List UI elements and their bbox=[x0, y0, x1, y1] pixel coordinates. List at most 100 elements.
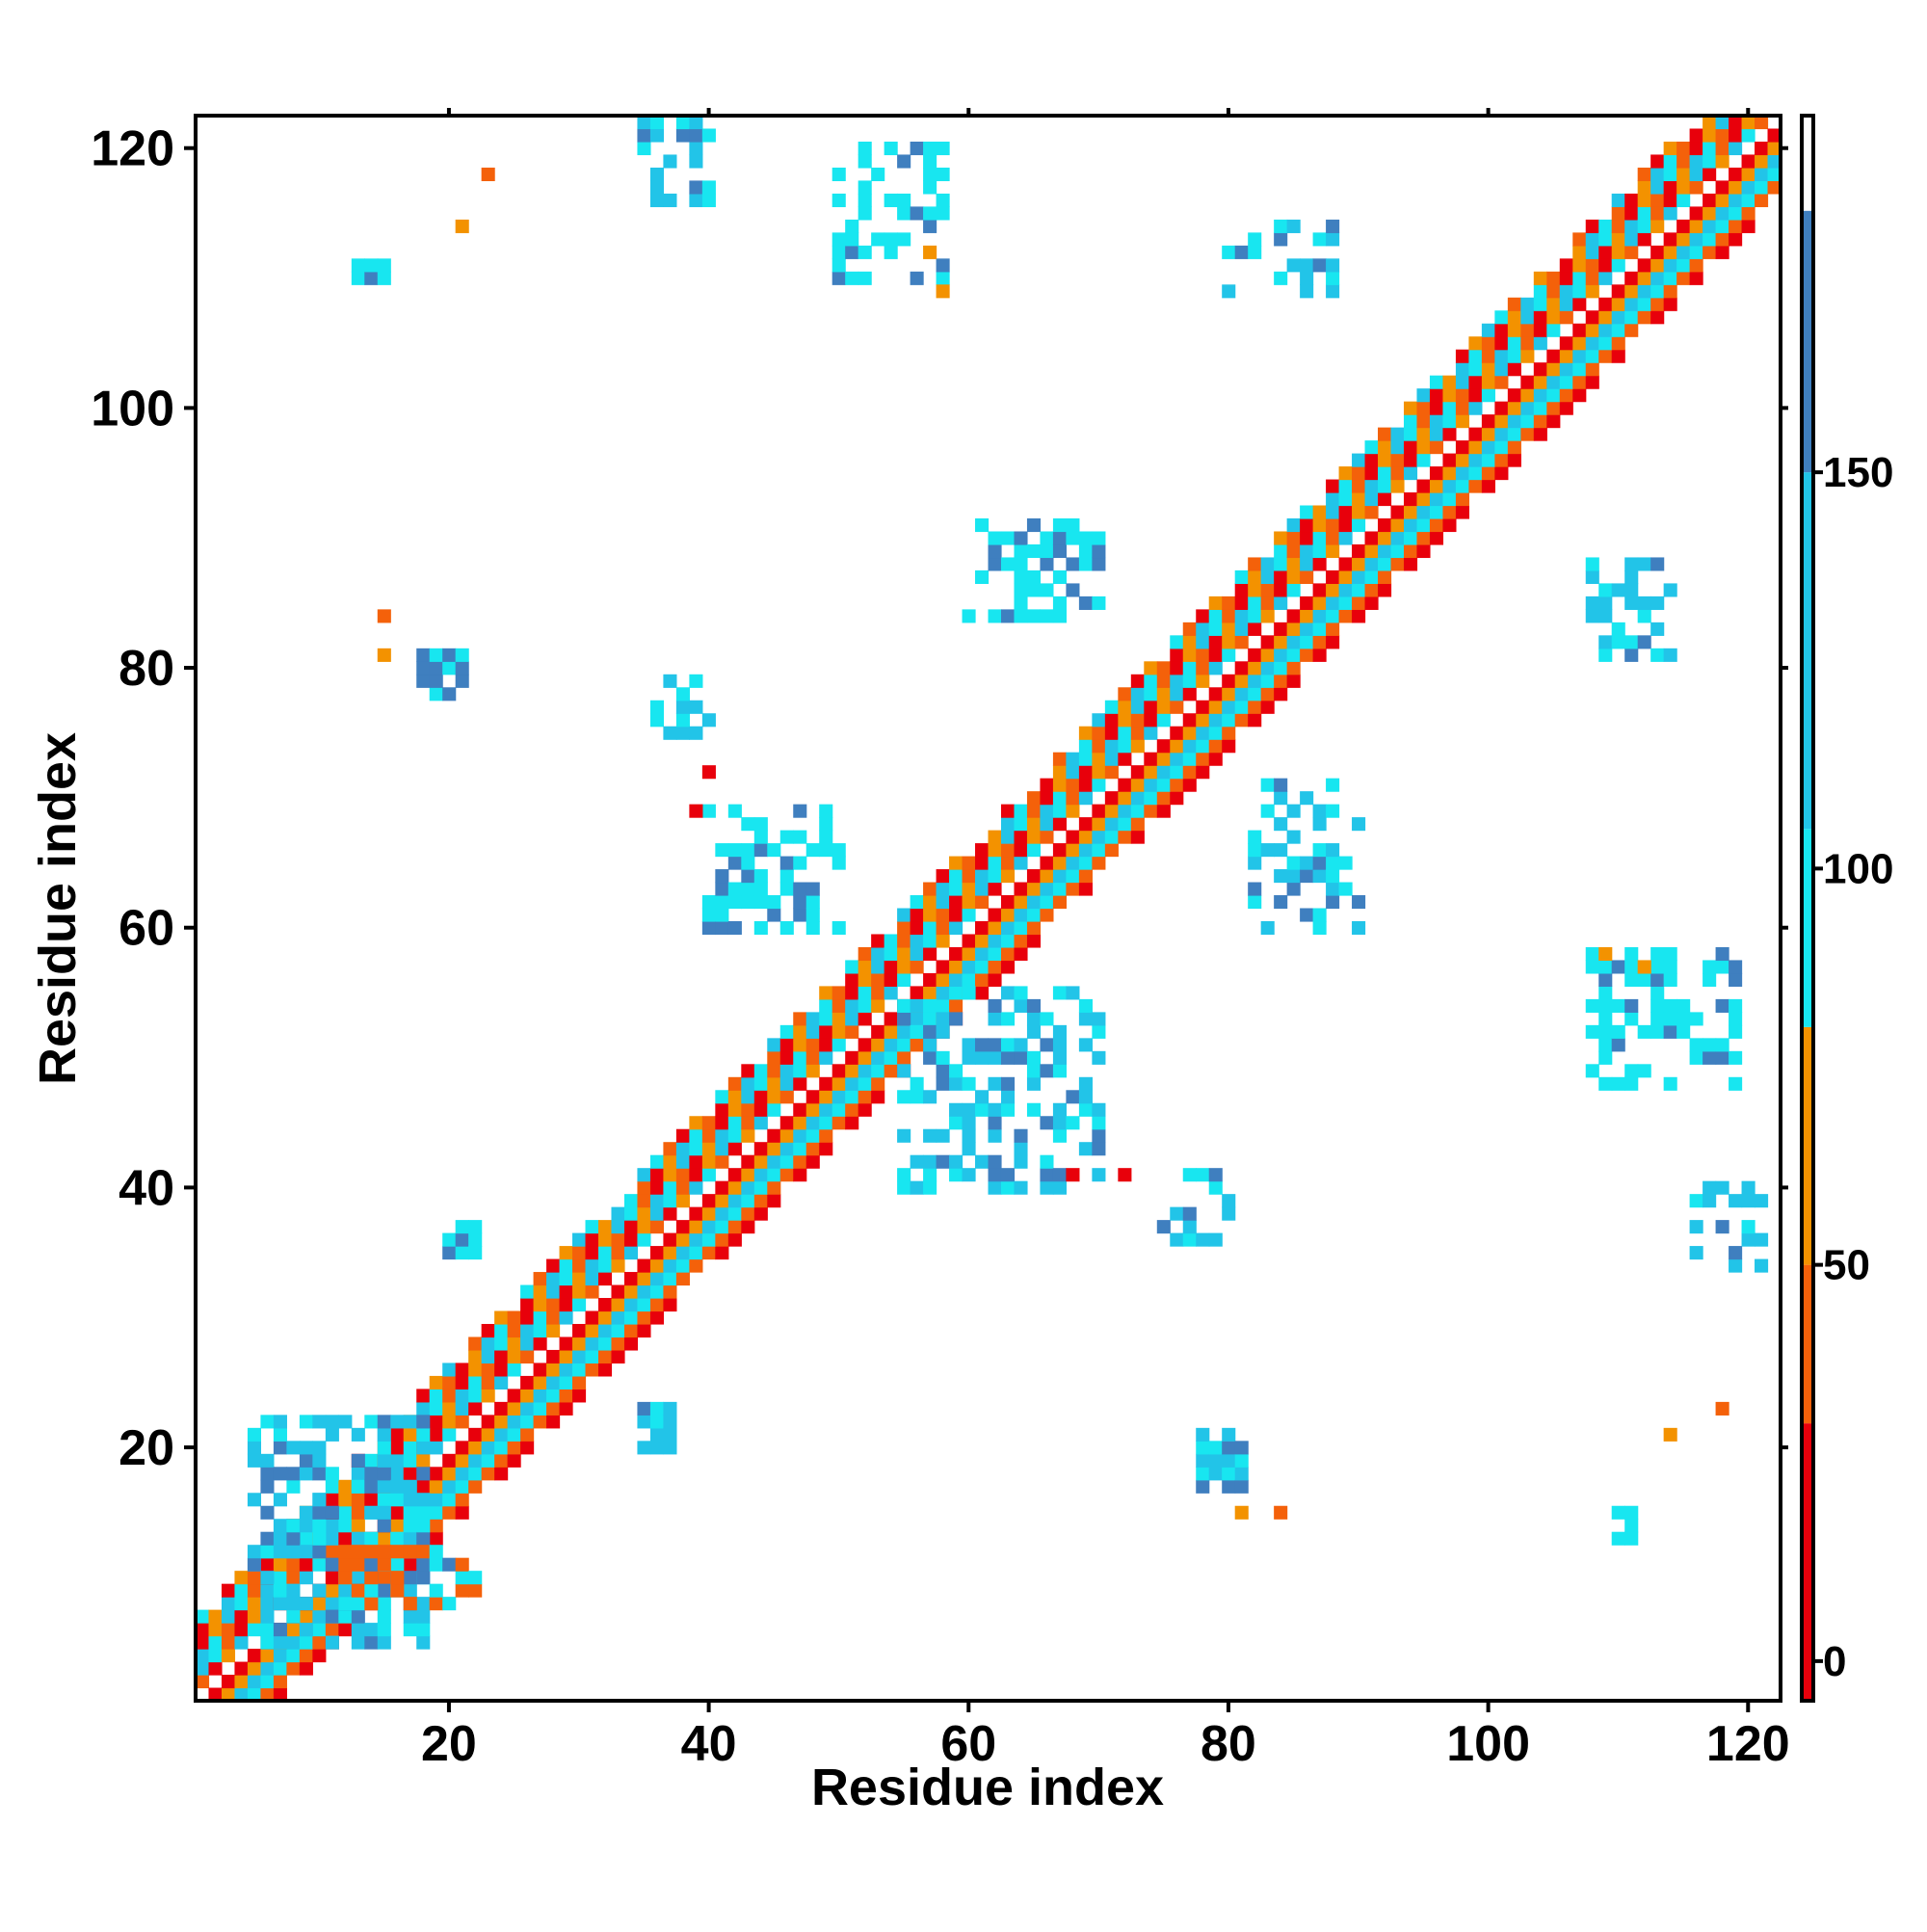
heatmap-cell bbox=[1312, 622, 1327, 636]
heatmap-cell bbox=[779, 920, 794, 936]
heatmap-cell bbox=[1637, 609, 1651, 623]
heatmap-cell bbox=[1585, 245, 1599, 259]
heatmap-cell bbox=[325, 1557, 339, 1572]
heatmap-cell bbox=[1182, 1232, 1197, 1247]
heatmap-cell bbox=[1326, 804, 1340, 818]
heatmap-cell bbox=[196, 1609, 210, 1624]
heatmap-cell bbox=[377, 1505, 391, 1520]
heatmap-cell bbox=[559, 1389, 573, 1403]
heatmap-cell bbox=[741, 1090, 755, 1104]
heatmap-cell bbox=[1014, 920, 1028, 936]
heatmap-cell bbox=[1248, 713, 1262, 728]
heatmap-cell bbox=[689, 1142, 703, 1156]
heatmap-cell bbox=[1014, 1038, 1028, 1052]
heatmap-cell bbox=[494, 1363, 509, 1377]
heatmap-cell bbox=[962, 972, 976, 987]
heatmap-cell bbox=[1222, 1206, 1236, 1221]
heatmap-cell bbox=[1286, 517, 1301, 533]
colorbar-band bbox=[1802, 1264, 1813, 1424]
heatmap-cell bbox=[286, 1635, 301, 1650]
heatmap-cell bbox=[351, 1467, 365, 1481]
heatmap-cell bbox=[923, 882, 937, 896]
heatmap-cell bbox=[520, 1323, 535, 1338]
heatmap-cell bbox=[390, 1583, 405, 1598]
heatmap-cell bbox=[1507, 414, 1521, 429]
heatmap-cell bbox=[819, 1142, 833, 1156]
heatmap-cell bbox=[403, 1583, 417, 1598]
heatmap-cell bbox=[910, 895, 924, 910]
heatmap-cell bbox=[1052, 882, 1067, 896]
colorbar-tick-label: 150 bbox=[1823, 449, 1893, 496]
heatmap-cell bbox=[871, 986, 885, 1000]
heatmap-cell bbox=[1274, 569, 1288, 585]
heatmap-cell bbox=[1170, 687, 1184, 701]
heatmap-cell bbox=[675, 1194, 690, 1208]
heatmap-cell bbox=[1274, 531, 1288, 545]
heatmap-cell bbox=[1729, 1194, 1743, 1208]
heatmap-cell bbox=[1026, 920, 1042, 936]
heatmap-cell bbox=[1170, 661, 1184, 675]
heatmap-cell bbox=[1026, 583, 1042, 597]
heatmap-cell bbox=[1611, 635, 1625, 649]
heatmap-cell bbox=[1248, 843, 1262, 858]
heatmap-cell bbox=[1663, 1012, 1677, 1026]
heatmap-cell bbox=[1026, 934, 1042, 948]
heatmap-cell bbox=[1650, 219, 1665, 233]
heatmap-cell bbox=[1676, 167, 1691, 182]
heatmap-cell bbox=[832, 1102, 846, 1117]
heatmap-cell bbox=[1208, 726, 1223, 740]
heatmap-cell bbox=[1078, 1012, 1093, 1026]
heatmap-cell bbox=[234, 1661, 249, 1676]
heatmap-cell bbox=[247, 1687, 262, 1702]
heatmap-cell bbox=[429, 1441, 443, 1455]
heatmap-cell bbox=[897, 920, 911, 936]
heatmap-cell bbox=[975, 1154, 990, 1169]
heatmap-cell bbox=[1286, 543, 1301, 559]
heatmap-cell bbox=[779, 1168, 794, 1182]
heatmap-cell bbox=[1481, 414, 1495, 429]
heatmap-cell bbox=[429, 1531, 443, 1546]
heatmap-cell bbox=[1052, 817, 1067, 832]
heatmap-cell bbox=[701, 1154, 716, 1169]
heatmap-cell bbox=[377, 1441, 391, 1455]
heatmap-cell bbox=[767, 895, 781, 910]
heatmap-cell bbox=[221, 1687, 236, 1702]
heatmap-cell bbox=[1624, 206, 1639, 221]
heatmap-cell bbox=[623, 1246, 639, 1260]
heatmap-cell bbox=[923, 895, 937, 910]
heatmap-cell bbox=[1014, 908, 1028, 922]
heatmap-cell bbox=[1234, 1453, 1249, 1468]
heatmap-cell bbox=[1352, 453, 1366, 467]
heatmap-cell bbox=[1416, 479, 1431, 493]
heatmap-cell bbox=[1066, 882, 1080, 896]
heatmap-cell bbox=[247, 1583, 262, 1598]
heatmap-cell bbox=[1767, 154, 1782, 169]
heatmap-cell bbox=[1052, 1180, 1067, 1195]
heatmap-cell bbox=[1546, 323, 1561, 337]
heatmap-cell bbox=[637, 1310, 651, 1325]
heatmap-cell bbox=[663, 1427, 677, 1442]
heatmap-cell bbox=[1092, 726, 1106, 740]
heatmap-cell bbox=[1052, 595, 1067, 610]
heatmap-cell bbox=[897, 1064, 911, 1078]
heatmap-cell bbox=[468, 1453, 483, 1468]
colorbar-band bbox=[1802, 829, 1813, 1027]
heatmap-cell bbox=[1455, 349, 1469, 363]
heatmap-cell bbox=[1014, 583, 1028, 597]
heatmap-cell bbox=[597, 1337, 613, 1351]
heatmap-cell bbox=[1000, 946, 1016, 962]
heatmap-cell bbox=[1689, 1220, 1703, 1234]
heatmap-cell bbox=[663, 1206, 677, 1221]
heatmap-cell bbox=[1014, 1154, 1028, 1169]
heatmap-cell bbox=[689, 700, 703, 714]
heatmap-cell bbox=[442, 687, 457, 701]
heatmap-cell bbox=[1559, 297, 1573, 311]
heatmap-cell bbox=[1507, 427, 1521, 441]
heatmap-cell bbox=[675, 1154, 690, 1169]
heatmap-cell bbox=[1000, 934, 1016, 948]
heatmap-cell bbox=[675, 1246, 690, 1260]
heatmap-cell bbox=[1676, 219, 1691, 233]
heatmap-cell bbox=[247, 1649, 262, 1663]
heatmap-cell bbox=[819, 1102, 833, 1117]
heatmap-cell bbox=[1170, 778, 1184, 792]
